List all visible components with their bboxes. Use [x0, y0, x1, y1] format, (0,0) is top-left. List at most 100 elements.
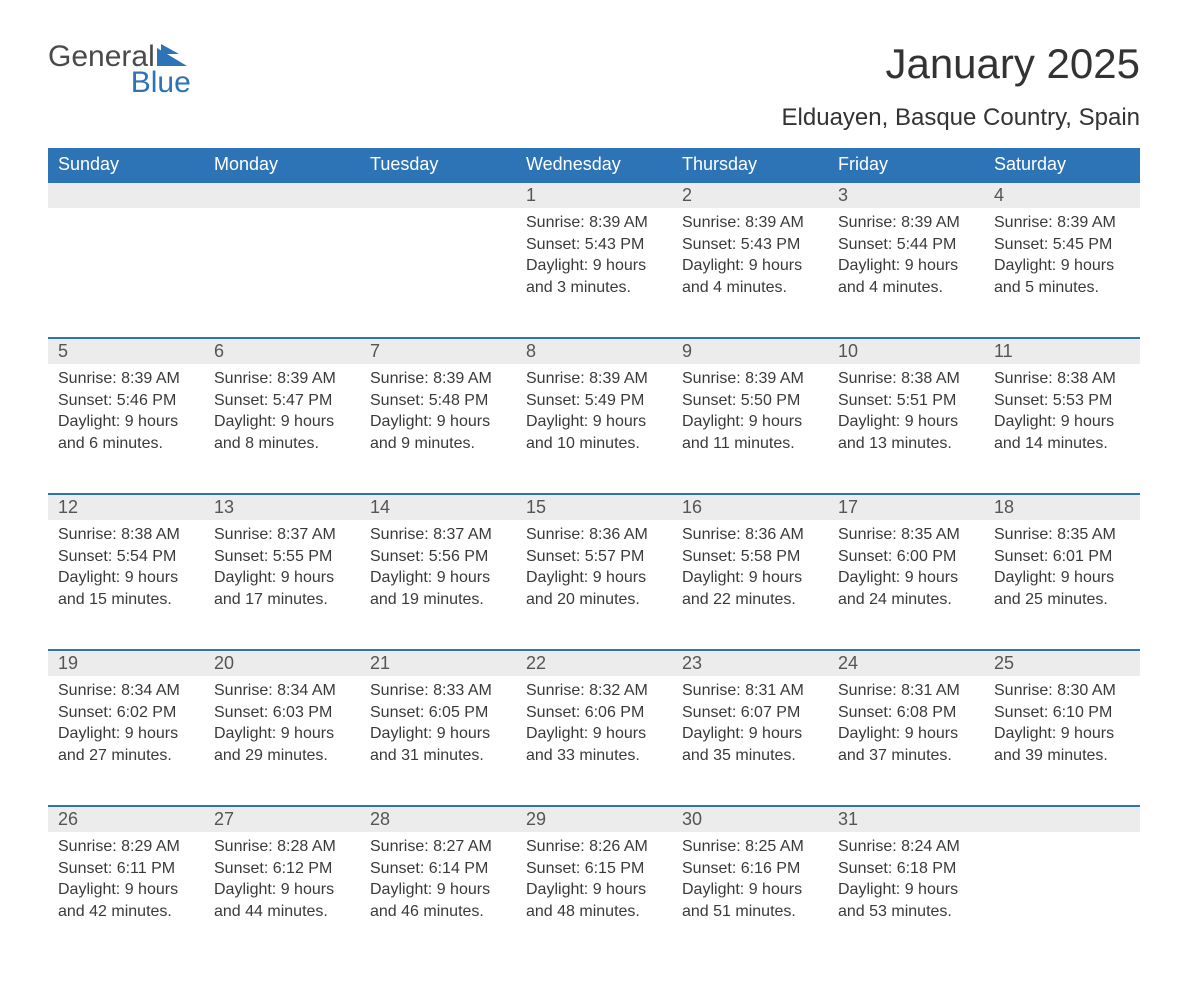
- day-number: 5: [48, 338, 204, 364]
- sunrise-line: Sunrise: 8:36 AM: [526, 524, 662, 546]
- daylight-line: Daylight: 9 hours and 22 minutes.: [682, 567, 818, 610]
- sunset-line: Sunset: 6:02 PM: [58, 702, 194, 724]
- day-number: 15: [516, 494, 672, 520]
- day-number: 21: [360, 650, 516, 676]
- sunrise-line: Sunrise: 8:39 AM: [370, 368, 506, 390]
- day-content-row: Sunrise: 8:39 AMSunset: 5:46 PMDaylight:…: [48, 364, 1140, 494]
- sunrise-line: Sunrise: 8:33 AM: [370, 680, 506, 702]
- sunrise-line: Sunrise: 8:39 AM: [214, 368, 350, 390]
- sunrise-line: Sunrise: 8:34 AM: [214, 680, 350, 702]
- daylight-line: Daylight: 9 hours and 33 minutes.: [526, 723, 662, 766]
- sunset-line: Sunset: 5:53 PM: [994, 390, 1130, 412]
- sunset-line: Sunset: 6:16 PM: [682, 858, 818, 880]
- empty-day-number: [360, 182, 516, 208]
- day-cell: Sunrise: 8:34 AMSunset: 6:02 PMDaylight:…: [48, 676, 204, 806]
- sunrise-line: Sunrise: 8:38 AM: [994, 368, 1130, 390]
- sunrise-line: Sunrise: 8:31 AM: [838, 680, 974, 702]
- day-cell: Sunrise: 8:32 AMSunset: 6:06 PMDaylight:…: [516, 676, 672, 806]
- daylight-line: Daylight: 9 hours and 44 minutes.: [214, 879, 350, 922]
- sunset-line: Sunset: 6:00 PM: [838, 546, 974, 568]
- sunrise-line: Sunrise: 8:32 AM: [526, 680, 662, 702]
- header: General Blue January 2025 Elduayen, Basq…: [48, 40, 1140, 132]
- weekday-header: Monday: [204, 148, 360, 182]
- daylight-line: Daylight: 9 hours and 35 minutes.: [682, 723, 818, 766]
- empty-day-content: [48, 208, 204, 338]
- day-number: 9: [672, 338, 828, 364]
- sunset-line: Sunset: 5:43 PM: [526, 234, 662, 256]
- daylight-line: Daylight: 9 hours and 39 minutes.: [994, 723, 1130, 766]
- day-cell: Sunrise: 8:28 AMSunset: 6:12 PMDaylight:…: [204, 832, 360, 962]
- day-cell: Sunrise: 8:30 AMSunset: 6:10 PMDaylight:…: [984, 676, 1140, 806]
- day-number: 18: [984, 494, 1140, 520]
- sunset-line: Sunset: 6:01 PM: [994, 546, 1130, 568]
- daylight-line: Daylight: 9 hours and 37 minutes.: [838, 723, 974, 766]
- day-cell: Sunrise: 8:31 AMSunset: 6:07 PMDaylight:…: [672, 676, 828, 806]
- empty-day-number: [48, 182, 204, 208]
- day-cell: Sunrise: 8:29 AMSunset: 6:11 PMDaylight:…: [48, 832, 204, 962]
- weekday-header: Wednesday: [516, 148, 672, 182]
- day-number: 27: [204, 806, 360, 832]
- daylight-line: Daylight: 9 hours and 13 minutes.: [838, 411, 974, 454]
- sunset-line: Sunset: 5:48 PM: [370, 390, 506, 412]
- day-content-row: Sunrise: 8:29 AMSunset: 6:11 PMDaylight:…: [48, 832, 1140, 962]
- day-number: 11: [984, 338, 1140, 364]
- day-number-row: 1234: [48, 182, 1140, 208]
- sunrise-line: Sunrise: 8:28 AM: [214, 836, 350, 858]
- daylight-line: Daylight: 9 hours and 4 minutes.: [838, 255, 974, 298]
- day-number: 28: [360, 806, 516, 832]
- day-number: 2: [672, 182, 828, 208]
- daylight-line: Daylight: 9 hours and 17 minutes.: [214, 567, 350, 610]
- daylight-line: Daylight: 9 hours and 11 minutes.: [682, 411, 818, 454]
- sunrise-line: Sunrise: 8:39 AM: [994, 212, 1130, 234]
- daylight-line: Daylight: 9 hours and 46 minutes.: [370, 879, 506, 922]
- sunrise-line: Sunrise: 8:35 AM: [838, 524, 974, 546]
- day-cell: Sunrise: 8:31 AMSunset: 6:08 PMDaylight:…: [828, 676, 984, 806]
- day-number: 17: [828, 494, 984, 520]
- day-cell: Sunrise: 8:37 AMSunset: 5:56 PMDaylight:…: [360, 520, 516, 650]
- sunset-line: Sunset: 6:12 PM: [214, 858, 350, 880]
- sunrise-line: Sunrise: 8:27 AM: [370, 836, 506, 858]
- daylight-line: Daylight: 9 hours and 10 minutes.: [526, 411, 662, 454]
- day-number: 30: [672, 806, 828, 832]
- day-cell: Sunrise: 8:39 AMSunset: 5:45 PMDaylight:…: [984, 208, 1140, 338]
- sunrise-line: Sunrise: 8:38 AM: [838, 368, 974, 390]
- weekday-header: Friday: [828, 148, 984, 182]
- day-number: 7: [360, 338, 516, 364]
- sunrise-line: Sunrise: 8:39 AM: [838, 212, 974, 234]
- sunrise-line: Sunrise: 8:36 AM: [682, 524, 818, 546]
- daylight-line: Daylight: 9 hours and 6 minutes.: [58, 411, 194, 454]
- sunrise-line: Sunrise: 8:37 AM: [370, 524, 506, 546]
- day-number: 16: [672, 494, 828, 520]
- day-cell: Sunrise: 8:37 AMSunset: 5:55 PMDaylight:…: [204, 520, 360, 650]
- sunset-line: Sunset: 6:03 PM: [214, 702, 350, 724]
- daylight-line: Daylight: 9 hours and 27 minutes.: [58, 723, 194, 766]
- day-cell: Sunrise: 8:39 AMSunset: 5:49 PMDaylight:…: [516, 364, 672, 494]
- sunset-line: Sunset: 6:07 PM: [682, 702, 818, 724]
- sunset-line: Sunset: 6:05 PM: [370, 702, 506, 724]
- daylight-line: Daylight: 9 hours and 48 minutes.: [526, 879, 662, 922]
- daylight-line: Daylight: 9 hours and 25 minutes.: [994, 567, 1130, 610]
- sunset-line: Sunset: 5:46 PM: [58, 390, 194, 412]
- day-number: 3: [828, 182, 984, 208]
- daylight-line: Daylight: 9 hours and 5 minutes.: [994, 255, 1130, 298]
- day-number: 8: [516, 338, 672, 364]
- daylight-line: Daylight: 9 hours and 20 minutes.: [526, 567, 662, 610]
- day-number: 26: [48, 806, 204, 832]
- empty-day-content: [204, 208, 360, 338]
- empty-day-number: [984, 806, 1140, 832]
- daylight-line: Daylight: 9 hours and 3 minutes.: [526, 255, 662, 298]
- day-content-row: Sunrise: 8:34 AMSunset: 6:02 PMDaylight:…: [48, 676, 1140, 806]
- day-cell: Sunrise: 8:25 AMSunset: 6:16 PMDaylight:…: [672, 832, 828, 962]
- sunrise-line: Sunrise: 8:39 AM: [58, 368, 194, 390]
- sunrise-line: Sunrise: 8:34 AM: [58, 680, 194, 702]
- day-cell: Sunrise: 8:27 AMSunset: 6:14 PMDaylight:…: [360, 832, 516, 962]
- logo: General Blue: [48, 40, 251, 74]
- daylight-line: Daylight: 9 hours and 53 minutes.: [838, 879, 974, 922]
- sunrise-line: Sunrise: 8:25 AM: [682, 836, 818, 858]
- daylight-line: Daylight: 9 hours and 15 minutes.: [58, 567, 194, 610]
- sunrise-line: Sunrise: 8:37 AM: [214, 524, 350, 546]
- sunrise-line: Sunrise: 8:35 AM: [994, 524, 1130, 546]
- daylight-line: Daylight: 9 hours and 19 minutes.: [370, 567, 506, 610]
- sunset-line: Sunset: 5:55 PM: [214, 546, 350, 568]
- sunset-line: Sunset: 5:47 PM: [214, 390, 350, 412]
